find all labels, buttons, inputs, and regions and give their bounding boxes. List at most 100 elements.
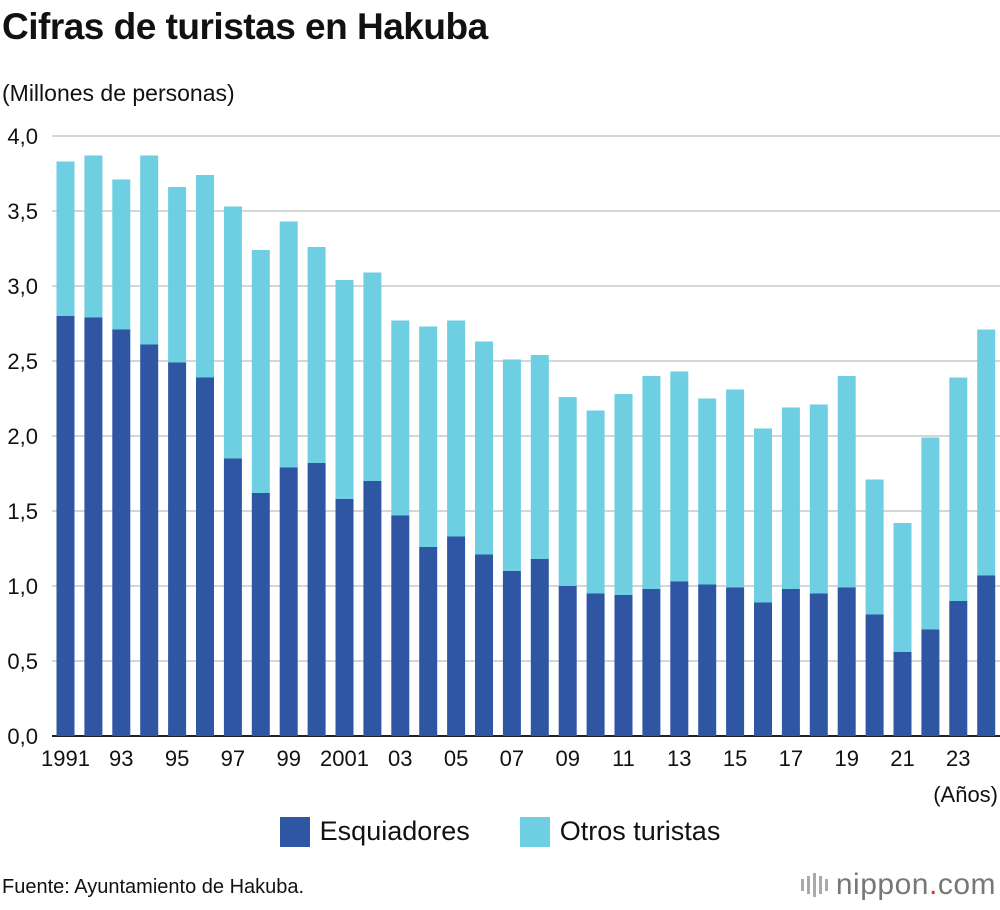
bar-other-2001 — [335, 280, 354, 499]
nippon-logo: nippon.com — [800, 868, 996, 902]
bar-skiers-2011 — [614, 595, 633, 736]
bar-other-2016 — [754, 428, 772, 603]
x-axis-label: (Años) — [933, 782, 998, 807]
bar-skiers-2002 — [363, 481, 382, 736]
bar-other-1996 — [196, 175, 214, 378]
bar-skiers-2013 — [670, 581, 689, 736]
bar-skiers-2012 — [642, 589, 661, 736]
bar-skiers-2014 — [698, 584, 717, 736]
x-tick-label: 93 — [109, 746, 133, 771]
bar-other-2020 — [865, 479, 884, 615]
bar-skiers-1998 — [251, 493, 270, 736]
y-axis-label: (Millones de personas) — [2, 80, 235, 106]
bar-other-2023 — [949, 377, 968, 601]
bar-skiers-2001 — [335, 499, 354, 736]
logo-mark-icon — [800, 873, 828, 897]
bar-other-1998 — [251, 250, 270, 493]
bar-other-1999 — [279, 221, 298, 468]
legend: Esquiadores Otros turistas — [0, 816, 1000, 847]
x-tick-label: 05 — [444, 746, 468, 771]
y-tick-label: 4,0 — [7, 124, 38, 149]
bar-skiers-1993 — [112, 329, 131, 736]
bar-other-1994 — [140, 155, 159, 345]
bar-other-1995 — [168, 187, 187, 363]
bar-other-2008 — [530, 355, 549, 559]
bar-other-2021 — [893, 523, 912, 652]
x-tick-label: 03 — [388, 746, 412, 771]
x-tick-label: 21 — [890, 746, 914, 771]
bar-skiers-1991 — [56, 316, 75, 736]
legend-item-skiers: Esquiadores — [279, 816, 470, 847]
bar-skiers-2005 — [447, 536, 466, 736]
x-tick-label: 1991 — [41, 746, 90, 771]
bar-skiers-2015 — [726, 587, 745, 736]
bar-skiers-2008 — [530, 559, 549, 736]
bar-other-2017 — [781, 407, 800, 589]
bar-other-2004 — [419, 326, 438, 547]
bar-skiers-2007 — [502, 571, 521, 736]
bar-skiers-2017 — [781, 589, 800, 736]
y-tick-label: 1,5 — [7, 499, 38, 524]
bar-other-2003 — [391, 320, 410, 516]
y-tick-label: 0,0 — [7, 724, 38, 749]
bar-other-2014 — [698, 398, 717, 585]
legend-swatch — [519, 816, 550, 847]
y-tick-label: 0,5 — [7, 649, 38, 674]
bar-other-2000 — [307, 247, 326, 463]
x-tick-label: 95 — [165, 746, 189, 771]
bar-skiers-1999 — [279, 467, 298, 736]
legend-label: Esquiadores — [319, 816, 470, 846]
x-tick-label: 11 — [612, 746, 635, 771]
bar-skiers-2000 — [307, 463, 326, 736]
bar-skiers-2016 — [754, 602, 772, 736]
bar-skiers-2024 — [977, 575, 996, 736]
bar-other-2022 — [921, 437, 940, 630]
y-tick-label: 3,5 — [7, 199, 38, 224]
bar-other-1997 — [223, 206, 242, 459]
x-tick-label: 19 — [834, 746, 858, 771]
legend-swatch — [279, 816, 310, 847]
x-tick-label: 09 — [555, 746, 579, 771]
bar-other-2011 — [614, 394, 633, 595]
bar-other-2024 — [977, 329, 996, 576]
bar-other-2019 — [837, 376, 856, 588]
y-tick-label: 2,0 — [7, 424, 38, 449]
bar-skiers-2020 — [865, 614, 884, 736]
legend-label: Otros turistas — [559, 816, 721, 846]
bar-other-2002 — [363, 272, 382, 481]
bar-skiers-2003 — [391, 515, 410, 736]
bar-skiers-2009 — [558, 586, 577, 736]
bar-skiers-2023 — [949, 601, 968, 736]
x-tick-label: 07 — [500, 746, 524, 771]
x-tick-label: 15 — [723, 746, 747, 771]
bar-skiers-2021 — [893, 652, 912, 736]
y-tick-label: 2,5 — [7, 349, 38, 374]
x-tick-label: 13 — [667, 746, 691, 771]
bar-other-2006 — [475, 341, 493, 555]
bar-skiers-2006 — [475, 554, 493, 736]
x-tick-label: 23 — [946, 746, 970, 771]
y-tick-label: 1,0 — [7, 574, 38, 599]
bar-other-2012 — [642, 376, 661, 589]
bar-skiers-1997 — [223, 458, 242, 736]
bar-skiers-1994 — [140, 344, 159, 736]
x-tick-label: 99 — [276, 746, 300, 771]
bar-skiers-1995 — [168, 362, 187, 736]
x-tick-label: 97 — [221, 746, 245, 771]
legend-item-other: Otros turistas — [519, 816, 721, 847]
bar-other-1992 — [84, 155, 103, 318]
bar-other-2013 — [670, 371, 689, 582]
bar-other-2005 — [447, 320, 466, 537]
bar-other-2007 — [502, 359, 521, 571]
bar-skiers-2004 — [419, 547, 438, 736]
bar-skiers-2022 — [921, 629, 940, 736]
bar-skiers-2019 — [837, 587, 856, 736]
bar-other-2015 — [726, 389, 745, 588]
bar-other-1991 — [56, 161, 75, 316]
bar-other-1993 — [112, 179, 131, 330]
bar-skiers-2010 — [586, 593, 605, 736]
bar-skiers-1992 — [84, 317, 103, 736]
chart-title: Cifras de turistas en Hakuba — [2, 6, 488, 47]
bar-skiers-1996 — [196, 377, 214, 736]
